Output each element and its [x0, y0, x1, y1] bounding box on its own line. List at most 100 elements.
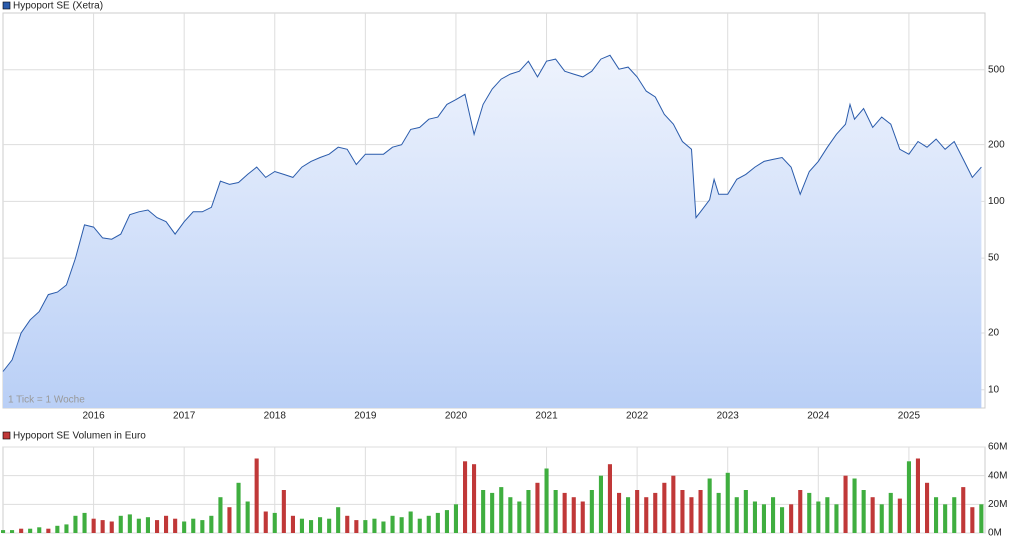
volume-bar: [752, 501, 757, 533]
volume-bar: [861, 490, 866, 533]
volume-bar: [399, 517, 404, 533]
volume-bar: [82, 512, 87, 533]
volume-bar: [635, 490, 640, 533]
volume-bar: [499, 487, 504, 533]
legend-swatch: [2, 431, 11, 440]
volume-bar: [780, 507, 785, 533]
y-tick-label: 100: [988, 196, 1005, 207]
volume-bar: [816, 501, 821, 533]
volume-bar: [707, 478, 712, 533]
volume-bar: [689, 497, 694, 533]
x-tick-label: 2017: [173, 411, 196, 422]
volume-bar: [834, 504, 839, 533]
volume-bar: [327, 518, 332, 533]
volume-bar: [64, 524, 69, 533]
x-tick-label: 2023: [717, 411, 740, 422]
x-tick-label: 2024: [807, 411, 830, 422]
volume-bar: [55, 525, 60, 533]
x-tick-label: 2021: [535, 411, 558, 422]
x-tick-label: 2025: [898, 411, 921, 422]
volume-bar: [888, 492, 893, 533]
volume-bar: [571, 497, 576, 533]
volume-bar: [336, 507, 341, 533]
volume-bar: [390, 515, 395, 533]
volume-bar: [589, 490, 594, 533]
legend-label: Hypoport SE Volumen in Euro: [13, 431, 146, 442]
volume-bar: [598, 475, 603, 533]
x-tick-label: 2016: [82, 411, 105, 422]
y-tick-label: 10: [988, 384, 1000, 395]
volume-bar: [254, 458, 259, 533]
volume-bar: [662, 482, 667, 533]
volume-bar: [644, 497, 649, 533]
volume-bar: [463, 461, 468, 533]
volume-bar: [490, 492, 495, 533]
volume-bar: [372, 518, 377, 533]
volume-bar: [517, 501, 522, 533]
volume-bar: [173, 518, 178, 533]
volume-bar: [716, 492, 721, 533]
volume-bar: [145, 517, 150, 533]
volume-bar: [363, 520, 368, 533]
volume-bar: [979, 504, 984, 533]
volume-bar: [191, 518, 196, 533]
volume-bar: [807, 492, 812, 533]
volume-bar: [698, 490, 703, 533]
volume-bar: [417, 518, 422, 533]
volume-bar: [870, 497, 875, 533]
volume-bar: [607, 464, 612, 533]
x-tick-label: 2022: [626, 411, 649, 422]
x-tick-label: 2020: [445, 411, 468, 422]
volume-bar: [19, 528, 24, 533]
volume-bar: [381, 521, 386, 533]
volume-bar: [553, 490, 558, 533]
volume-bar: [544, 468, 549, 533]
volume-bar: [318, 517, 323, 533]
volume-bar: [934, 497, 939, 533]
y-tick-label: 0M: [988, 528, 1002, 539]
volume-bar: [680, 490, 685, 533]
volume-bar: [789, 504, 794, 533]
y-tick-label: 500: [988, 64, 1005, 75]
volume-bar: [10, 530, 15, 533]
volume-bar: [743, 490, 748, 533]
volume-bar: [562, 492, 567, 533]
volume-bar: [897, 498, 902, 533]
volume-bar: [100, 520, 105, 533]
volume-bar: [46, 528, 51, 533]
price-area: [3, 55, 982, 409]
volume-bar: [263, 511, 268, 533]
volume-bar: [109, 521, 114, 533]
y-tick-label: 40M: [988, 470, 1007, 481]
volume-bar: [771, 497, 776, 533]
volume-bar: [580, 501, 585, 533]
volume-bar: [626, 497, 631, 533]
legend-label: Hypoport SE (Xetra): [13, 1, 103, 12]
volume-bar: [127, 514, 132, 533]
volume-bar: [155, 520, 160, 533]
volume-bar: [426, 515, 431, 533]
volume-bar: [508, 497, 513, 533]
volume-bar: [408, 511, 413, 533]
volume-bar: [906, 461, 911, 533]
y-tick-label: 200: [988, 139, 1005, 150]
volume-bar: [136, 518, 141, 533]
volume-bar: [354, 520, 359, 533]
volume-bar: [245, 501, 250, 533]
volume-bar: [164, 515, 169, 533]
volume-bar: [915, 458, 920, 533]
annotation: 1 Tick = 1 Woche: [8, 395, 85, 406]
volume-bar: [37, 527, 42, 533]
price-line: [2, 54, 982, 372]
volume-bar: [843, 475, 848, 533]
volume-bar: [653, 492, 658, 533]
y-tick-label: 50: [988, 253, 1000, 264]
volume-bar: [91, 518, 96, 533]
volume-bar: [943, 504, 948, 533]
volume-bar: [28, 528, 33, 533]
y-tick-label: 20M: [988, 499, 1007, 510]
volume-bar: [444, 510, 449, 533]
y-tick-label: 20: [988, 328, 1000, 339]
volume-bar: [299, 518, 304, 533]
